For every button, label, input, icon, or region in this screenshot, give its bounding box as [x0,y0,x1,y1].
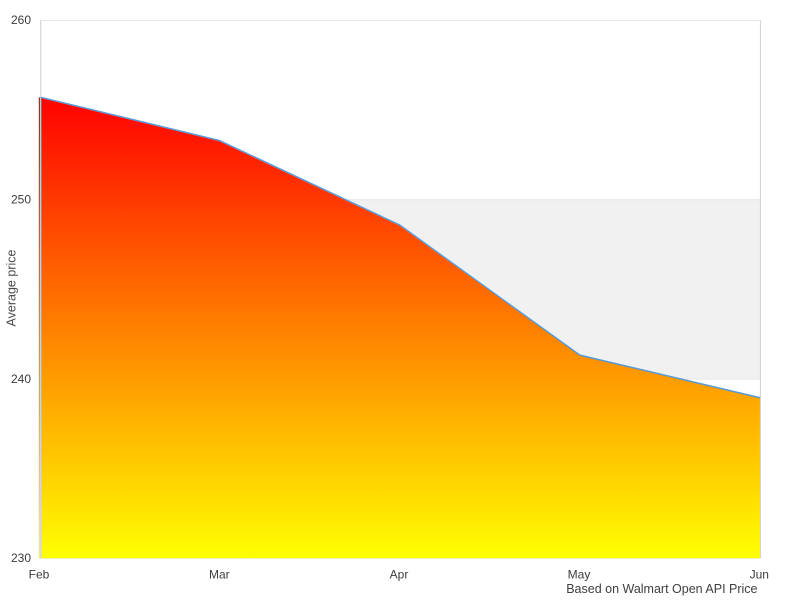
svg-text:240: 240 [11,372,31,386]
svg-text:Based on Walmart Open API Pric: Based on Walmart Open API Price [566,582,757,596]
svg-text:May: May [568,568,591,582]
svg-text:Apr: Apr [390,568,409,582]
svg-text:Jun: Jun [750,568,769,582]
svg-text:260: 260 [11,13,31,27]
svg-text:250: 250 [11,193,31,207]
svg-text:Mar: Mar [209,568,230,582]
svg-text:230: 230 [11,551,31,565]
svg-text:Average price: Average price [4,250,18,327]
svg-text:Feb: Feb [29,568,50,582]
